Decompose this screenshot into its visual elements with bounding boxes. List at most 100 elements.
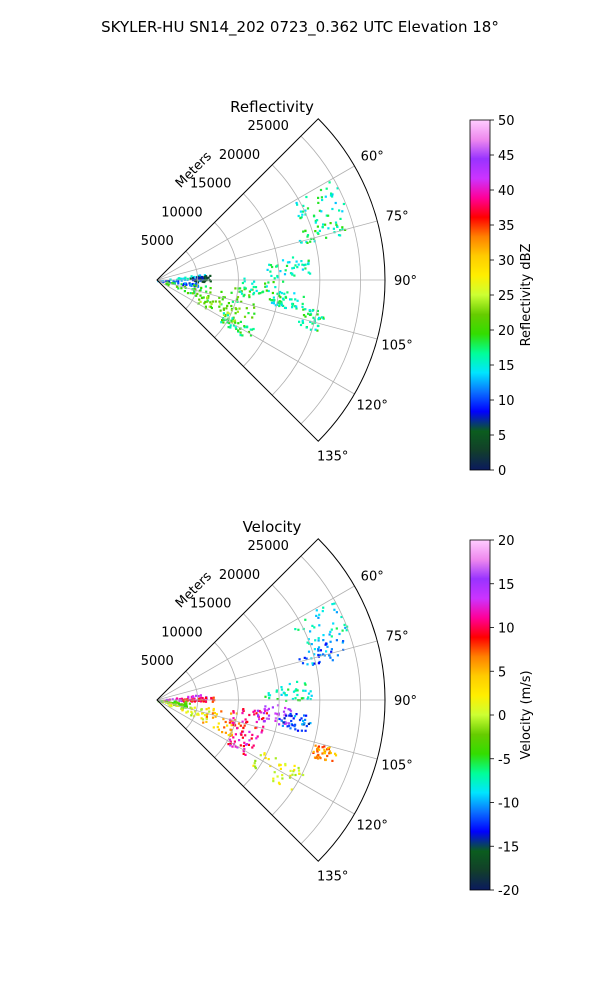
echo-cell <box>280 292 283 295</box>
range-tick-label: 20000 <box>219 148 260 163</box>
echo-cell <box>176 701 179 704</box>
echo-cell <box>309 320 312 323</box>
echo-cell <box>315 609 318 612</box>
echo-cell <box>317 201 320 204</box>
azimuth-gridline <box>156 699 355 815</box>
echo-cell <box>280 693 283 696</box>
echo-cell <box>227 734 230 737</box>
echo-cell <box>265 285 268 288</box>
velocity-panel: Velocity 60° 75° 90° 105° 120° 135° 5000 10000 15… <box>141 518 534 899</box>
range-tick-label: 10000 <box>161 625 202 640</box>
echo-cell <box>177 702 180 705</box>
echo-cell <box>265 712 268 715</box>
echo-cell <box>251 282 254 285</box>
echo-cell <box>314 221 317 224</box>
echo-cell <box>321 610 324 613</box>
echo-cell <box>184 276 187 279</box>
echo-cell <box>296 680 299 683</box>
echo-cell <box>231 745 234 748</box>
echo-cell <box>284 296 288 299</box>
echo-cell <box>304 618 307 621</box>
echo-cell <box>304 267 307 270</box>
echo-cell <box>319 649 322 652</box>
echo-cell <box>330 650 333 653</box>
echo-cell <box>250 737 253 740</box>
echo-cell <box>193 284 196 287</box>
echo-cell <box>318 613 321 616</box>
azimuth-gridline <box>156 165 355 281</box>
echo-cell <box>280 688 284 691</box>
echo-cell <box>340 615 343 619</box>
echo-cell <box>224 720 227 724</box>
echo-cell <box>228 721 231 724</box>
angle-tick-label: 135° <box>317 870 348 885</box>
echo-cell <box>190 707 194 710</box>
echo-cell <box>200 717 203 720</box>
echo-cell <box>195 694 198 697</box>
echo-cell <box>327 227 330 230</box>
echo-cell <box>260 711 263 714</box>
echo-cell <box>182 284 185 287</box>
echo-cell <box>190 710 193 713</box>
echo-cell <box>341 641 344 644</box>
echo-cell <box>328 633 331 636</box>
echo-cell <box>240 300 243 303</box>
echo-cell <box>322 223 325 226</box>
echo-cell <box>191 699 194 702</box>
echo-cell <box>172 702 175 705</box>
echo-cell <box>298 718 302 722</box>
echo-cell <box>224 313 227 316</box>
echo-cell <box>298 658 301 661</box>
echo-cell <box>230 304 233 308</box>
echo-cell <box>296 299 299 302</box>
echo-cell <box>232 723 235 727</box>
echo-cell <box>289 769 292 772</box>
echo-cell <box>324 758 327 762</box>
echo-cell <box>279 767 282 770</box>
echo-cell <box>318 624 321 627</box>
echo-cell <box>203 302 206 305</box>
echo-cell <box>298 320 301 323</box>
echo-cell <box>207 707 210 710</box>
echo-cell <box>178 698 181 701</box>
echo-cell <box>339 217 342 220</box>
colorbar-tick-label: 45 <box>498 149 515 164</box>
echo-cell <box>185 711 188 714</box>
echo-cell <box>204 275 207 278</box>
echo-cell <box>243 280 246 283</box>
echo-cell <box>239 320 242 323</box>
echo-cell <box>323 745 326 748</box>
echo-cell <box>239 327 242 330</box>
echo-cell <box>231 721 234 724</box>
echo-cell <box>322 653 325 656</box>
echo-cell <box>311 663 315 666</box>
echo-cell <box>328 752 331 755</box>
echo-cell <box>306 663 309 666</box>
echo-cell <box>293 292 296 295</box>
echo-cell <box>232 721 235 724</box>
echo-cell <box>325 642 328 645</box>
echo-cell <box>204 700 208 703</box>
echo-cell <box>307 312 310 315</box>
echo-cell <box>269 264 273 267</box>
echo-cell <box>287 722 291 725</box>
echo-cell <box>226 724 229 727</box>
echo-cell <box>258 709 261 713</box>
echo-cell <box>239 724 242 727</box>
echo-cell <box>269 764 272 768</box>
echo-cell <box>284 306 287 310</box>
echo-cell <box>331 759 334 762</box>
echo-cell <box>259 754 262 757</box>
echo-cell <box>221 319 224 322</box>
echo-cell <box>279 763 282 767</box>
sector-frame <box>156 118 386 442</box>
echo-cell <box>252 744 255 747</box>
echo-cell <box>317 745 320 748</box>
azimuth-gridline <box>156 279 378 340</box>
echo-cell <box>278 764 281 767</box>
echo-cell <box>218 296 221 299</box>
echo-cell <box>244 734 247 737</box>
echo-cell <box>342 640 345 643</box>
echo-cell <box>276 292 279 295</box>
echo-cell <box>251 746 254 749</box>
